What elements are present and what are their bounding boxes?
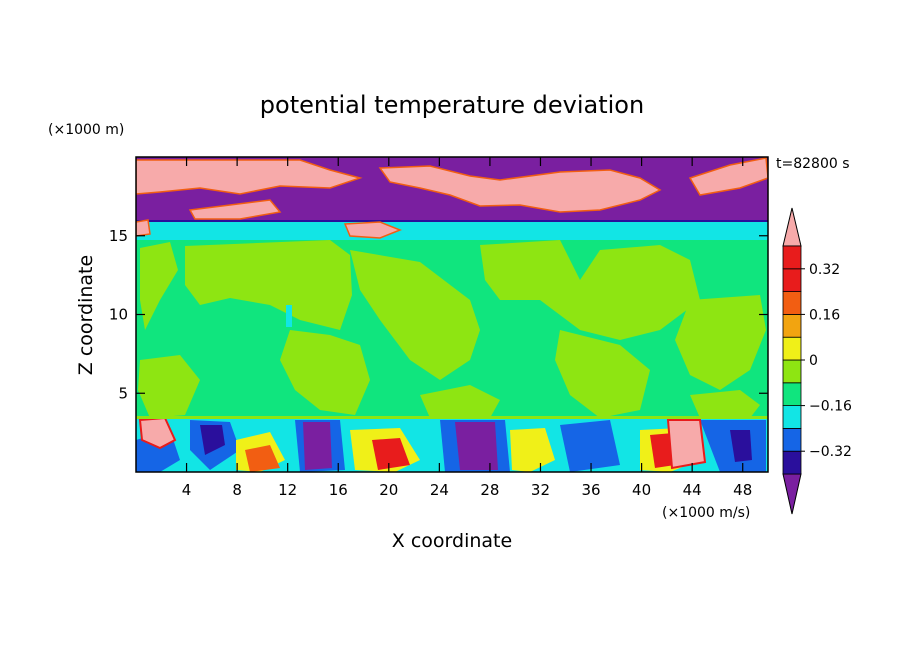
- field-positive-patch: [420, 385, 500, 418]
- y-tick-label: 10: [109, 306, 128, 324]
- y-unit-label: (×1000 m): [48, 122, 124, 138]
- field-warm-cell: [245, 445, 280, 472]
- colorbar-segment: [782, 382, 802, 406]
- field-tropopause-line: [136, 219, 768, 222]
- colorbar-tick-label: −0.16: [809, 399, 852, 415]
- field-positive-patch: [555, 330, 650, 418]
- chart-title: potential temperature deviation: [260, 91, 644, 119]
- field-cold-cell: [200, 425, 225, 455]
- field-cold-cell: [560, 420, 620, 472]
- colorbar-tick-label: 0.16: [809, 307, 840, 323]
- colorbar-segment: [782, 313, 802, 338]
- field-positive-patch: [675, 295, 766, 390]
- field-hot-cell: [666, 419, 707, 470]
- contour-field: [136, 157, 768, 472]
- x-tick-label: 20: [379, 481, 398, 499]
- field-warm-layer: [378, 165, 662, 213]
- field-positive-patch: [280, 330, 370, 415]
- colorbar-segment: [782, 245, 802, 270]
- x-tick-label: 40: [632, 481, 651, 499]
- field-positive-patch: [185, 240, 352, 330]
- field-positive-patch: [138, 355, 200, 418]
- colorbar-tick-label: 0.32: [809, 262, 840, 278]
- field-positive-patch: [690, 390, 760, 418]
- colorbar-extend-high: [782, 207, 802, 247]
- field-warm-cell: [372, 438, 410, 470]
- colorbar-segment: [782, 291, 802, 315]
- x-unit-label: (×1000 m/s): [662, 505, 750, 521]
- colorbar-segment: [782, 405, 802, 429]
- y-tick-label: 15: [109, 227, 128, 245]
- x-tick-label: 4: [182, 481, 192, 499]
- field-positive-patch: [480, 240, 700, 340]
- field-cold-cell: [730, 430, 752, 462]
- colorbar-extend-low: [782, 473, 802, 515]
- colorbar-segment: [782, 268, 802, 292]
- time-label: t=82800 s: [776, 156, 850, 172]
- x-tick-label: 12: [278, 481, 297, 499]
- y-tick-label: 5: [118, 384, 128, 402]
- field-boundary-edge: [136, 416, 768, 419]
- field-cold-cell: [303, 422, 332, 470]
- colorbar: 0.32 0.16 0 −0.16 −0.32: [782, 207, 852, 515]
- x-tick-label: 16: [329, 481, 348, 499]
- x-tick-label: 36: [581, 481, 600, 499]
- field-tropopause-band: [136, 221, 768, 240]
- field-warm-layer: [136, 219, 151, 237]
- colorbar-segment: [782, 359, 802, 384]
- x-tick-label: 44: [683, 481, 702, 499]
- colorbar-segment: [782, 336, 802, 361]
- field-warm-layer: [688, 157, 768, 196]
- y-axis-label: Z coordinate: [75, 255, 97, 375]
- field-warm-layer: [136, 159, 363, 195]
- colorbar-tick-label: −0.32: [809, 444, 852, 460]
- field-warm-layer: [188, 199, 282, 220]
- x-tick-label: 28: [480, 481, 499, 499]
- x-tick-label: 8: [232, 481, 242, 499]
- field-warm-cell: [510, 428, 555, 472]
- colorbar-tick-label: 0: [809, 353, 818, 369]
- field-positive-patch: [350, 250, 480, 380]
- field-cold-cell: [455, 422, 498, 470]
- colorbar-segment: [782, 450, 802, 475]
- colorbar-segment: [782, 427, 802, 452]
- field-warm-layer: [343, 221, 403, 239]
- x-axis-label: X coordinate: [392, 530, 512, 552]
- x-tick-label: 32: [531, 481, 550, 499]
- x-tick-label: 24: [430, 481, 449, 499]
- field-positive-patch: [140, 242, 178, 330]
- x-tick-label: 48: [733, 481, 752, 499]
- field-cyan-spot: [286, 305, 292, 327]
